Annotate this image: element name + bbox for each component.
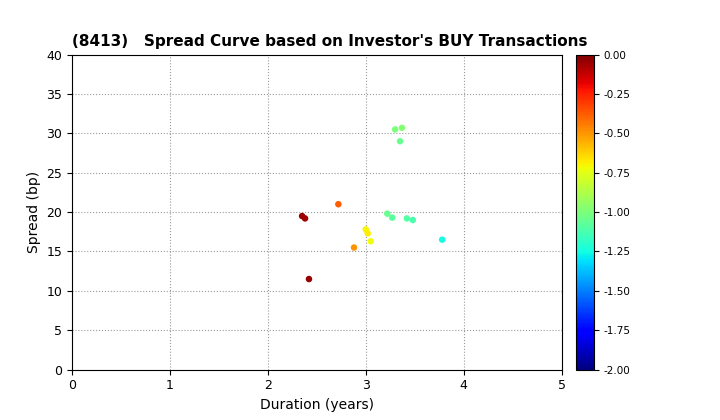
Point xyxy=(360,226,372,233)
Point xyxy=(362,230,374,237)
Point xyxy=(348,244,360,251)
Point xyxy=(303,276,315,282)
Point xyxy=(401,215,413,222)
Point xyxy=(300,215,311,222)
Point xyxy=(297,213,308,219)
Point xyxy=(395,138,406,144)
Point xyxy=(407,217,418,223)
Point xyxy=(390,126,401,133)
Y-axis label: Spread (bp): Spread (bp) xyxy=(27,171,41,253)
Text: (8413)   Spread Curve based on Investor's BUY Transactions: (8413) Spread Curve based on Investor's … xyxy=(72,34,588,49)
X-axis label: Duration (years): Duration (years) xyxy=(260,398,374,412)
Point xyxy=(396,124,408,131)
Point xyxy=(333,201,344,207)
Point xyxy=(387,214,398,221)
Point xyxy=(436,236,448,243)
Point xyxy=(382,210,393,217)
Point xyxy=(365,238,377,244)
